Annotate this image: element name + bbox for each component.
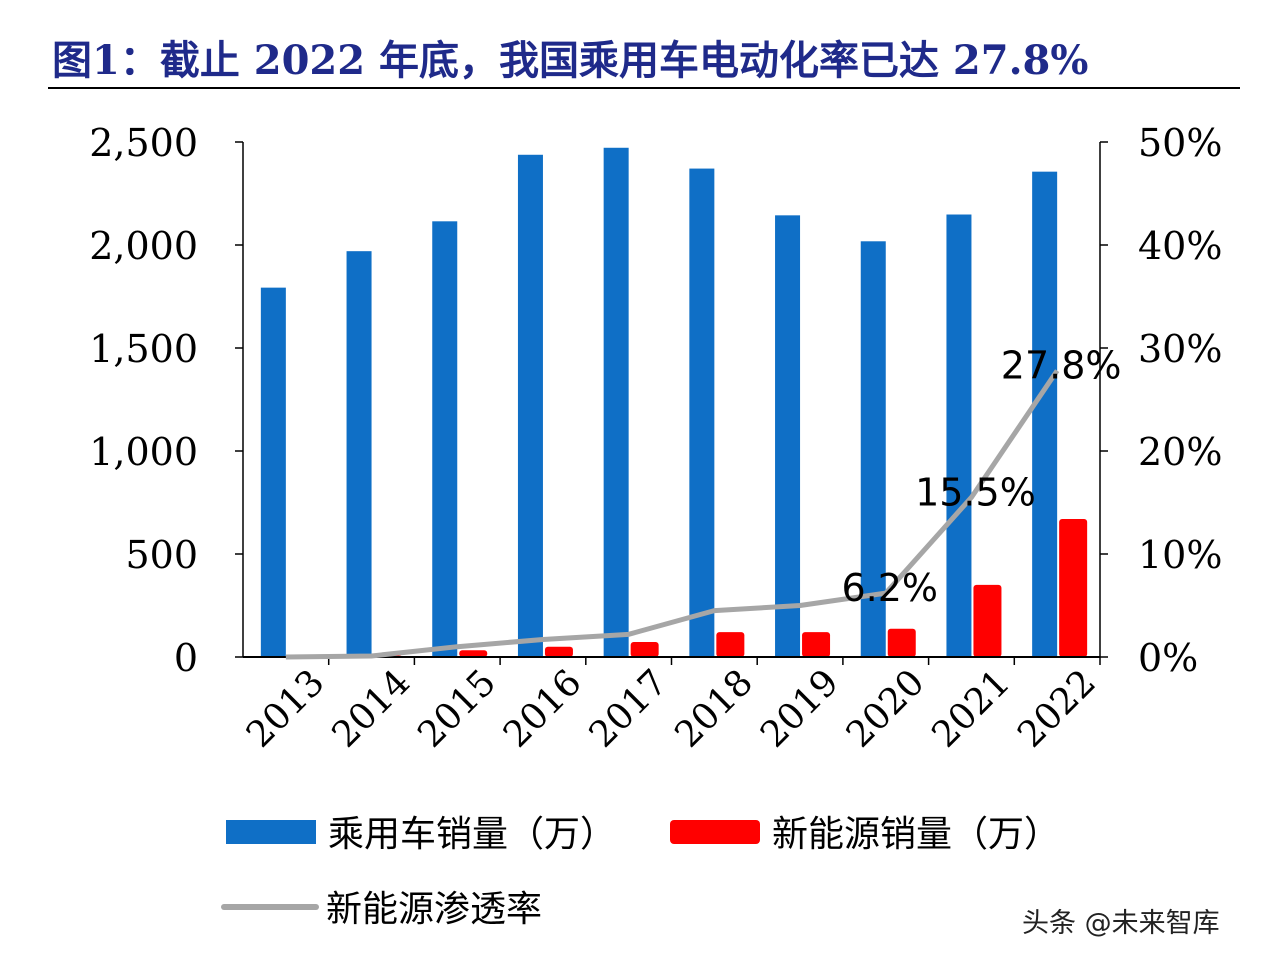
bar-nev-2019 <box>802 632 831 657</box>
left-tick-label: 500 <box>125 533 198 577</box>
x-tick-label: 2017 <box>582 662 676 756</box>
x-tick-label: 2014 <box>325 662 419 756</box>
bar-nev-2020 <box>887 628 916 657</box>
x-tick-label: 2022 <box>1010 662 1104 756</box>
bar-nev-2021 <box>973 584 1002 657</box>
bar-nev-2016 <box>544 646 573 657</box>
legend-label: 新能源渗透率 <box>326 889 542 930</box>
penetration-line <box>285 369 1060 660</box>
bar-passenger-2020 <box>860 241 886 658</box>
legend-swatch <box>226 820 316 844</box>
x-tick-label: 2021 <box>924 662 1018 756</box>
left-tick-label: 2,000 <box>89 224 198 268</box>
bar-passenger-2014 <box>346 251 372 657</box>
bar-passenger-2013 <box>260 287 286 657</box>
bar-passenger-2016 <box>517 154 543 657</box>
legend-label: 乘用车销量（万） <box>328 814 616 855</box>
bar-passenger-2019 <box>775 215 801 657</box>
left-tick-label: 2,500 <box>89 121 198 165</box>
bar-nev-2015 <box>459 650 488 657</box>
right-tick-label: 40% <box>1138 224 1222 268</box>
data-label-2022: 27.8% <box>1001 344 1122 388</box>
bar-nev-2022 <box>1059 518 1088 657</box>
left-tick-label: 1,500 <box>89 327 198 371</box>
right-tick-label: 20% <box>1138 430 1222 474</box>
legend-swatch <box>670 820 760 844</box>
bar-passenger-2018 <box>689 168 715 657</box>
x-tick-label: 2016 <box>496 662 590 756</box>
bar-passenger-2015 <box>432 221 458 657</box>
bar-passenger-2017 <box>603 147 629 657</box>
right-tick-label: 10% <box>1138 533 1222 577</box>
left-tick-label: 0 <box>174 636 198 680</box>
bar-passenger-2022 <box>1032 171 1058 657</box>
x-tick-label: 2020 <box>839 662 933 756</box>
x-tick-label: 2019 <box>753 662 847 756</box>
data-label-2021: 15.5% <box>915 470 1036 514</box>
right-tick-label: 0% <box>1138 636 1198 680</box>
x-tick-label: 2015 <box>410 662 504 756</box>
right-tick-label: 30% <box>1138 327 1222 371</box>
legend-label: 新能源销量（万） <box>772 814 1060 855</box>
right-tick-label: 50% <box>1138 121 1222 165</box>
left-tick-label: 1,000 <box>89 430 198 474</box>
x-tick-label: 2018 <box>667 662 761 756</box>
data-label-2020: 6.2% <box>841 566 938 610</box>
x-tick-label: 2013 <box>239 662 333 756</box>
watermark: 头条 @未来智库 <box>1022 908 1220 939</box>
bar-passenger-2021 <box>946 214 972 657</box>
bar-nev-2017 <box>630 641 659 657</box>
chart-title: 图1：截止 2022 年底，我国乘用车电动化率已达 27.8% <box>52 37 1088 84</box>
bar-nev-2018 <box>716 632 745 657</box>
